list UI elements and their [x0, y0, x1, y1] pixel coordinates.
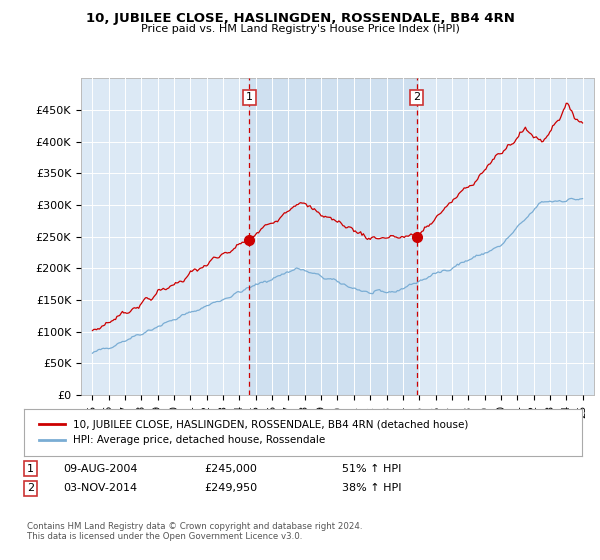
Text: 10, JUBILEE CLOSE, HASLINGDEN, ROSSENDALE, BB4 4RN: 10, JUBILEE CLOSE, HASLINGDEN, ROSSENDAL…: [86, 12, 514, 25]
Text: Contains HM Land Registry data © Crown copyright and database right 2024.: Contains HM Land Registry data © Crown c…: [27, 522, 362, 531]
Bar: [250, 78, 416, 395]
Text: 03-NOV-2014: 03-NOV-2014: [63, 483, 137, 493]
Text: £245,000: £245,000: [204, 464, 257, 474]
Text: 38% ↑ HPI: 38% ↑ HPI: [342, 483, 401, 493]
Text: This data is licensed under the Open Government Licence v3.0.: This data is licensed under the Open Gov…: [27, 532, 302, 541]
Legend: 10, JUBILEE CLOSE, HASLINGDEN, ROSSENDALE, BB4 4RN (detached house), HPI: Averag: 10, JUBILEE CLOSE, HASLINGDEN, ROSSENDAL…: [35, 416, 473, 449]
Text: 51% ↑ HPI: 51% ↑ HPI: [342, 464, 401, 474]
Text: 2: 2: [413, 92, 420, 102]
Text: 09-AUG-2004: 09-AUG-2004: [63, 464, 137, 474]
Text: £249,950: £249,950: [204, 483, 257, 493]
Text: 2: 2: [27, 483, 34, 493]
Text: 1: 1: [246, 92, 253, 102]
Text: Price paid vs. HM Land Registry's House Price Index (HPI): Price paid vs. HM Land Registry's House …: [140, 24, 460, 34]
Text: 1: 1: [27, 464, 34, 474]
